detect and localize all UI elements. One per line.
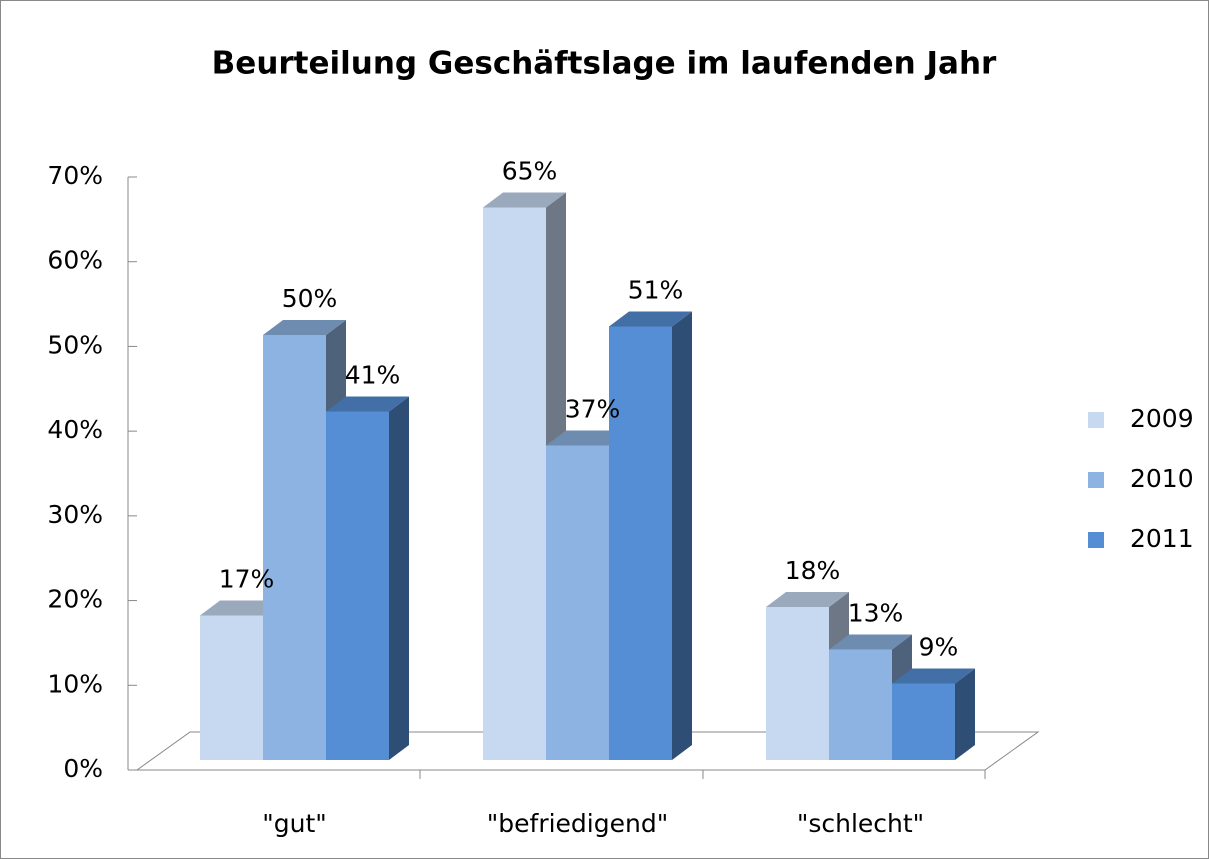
bar-top [829,634,912,650]
bar-front [326,411,389,760]
bar-front [829,649,892,760]
data-label: 65% [502,157,558,186]
bar-top [200,600,283,616]
y-tick-label: 50% [47,330,103,359]
legend-label: 2011 [1130,524,1194,553]
bar-top [766,592,849,607]
bar-front [892,683,955,760]
bar-top [263,320,346,335]
y-tick-label: 20% [47,585,103,614]
x-tick-label: "befriedigend" [487,809,668,838]
y-tick-label: 60% [47,246,103,275]
bar-top [326,396,409,412]
y-tick-label: 0% [63,754,103,783]
data-label: 17% [219,565,275,594]
y-tick-label: 40% [47,415,103,444]
y-tick-label: 10% [47,669,103,698]
bar-front [483,207,546,760]
data-label: 50% [282,284,338,313]
x-tick-label: "gut" [262,809,327,838]
bar-side [389,396,409,760]
legend-label: 2010 [1130,464,1194,493]
y-tick-label: 30% [47,500,103,529]
data-label: 9% [919,633,959,662]
bar-top [609,311,692,327]
bar [609,311,692,760]
bar-top [546,430,629,446]
bar-front [546,445,609,760]
y-tick-label: 70% [47,161,103,190]
data-label: 37% [565,395,621,424]
bar-front [766,607,829,760]
bar [326,396,409,760]
legend-label: 2009 [1130,404,1194,433]
data-label: 13% [848,599,904,628]
bar-front [609,326,672,760]
chart-title: Beurteilung Geschäftslage im laufenden J… [212,46,997,82]
data-label: 41% [345,361,401,390]
bar-front [200,615,263,760]
bar-front [263,335,326,760]
data-label: 51% [628,276,684,305]
bar-top [483,192,566,208]
bar-side [672,311,692,760]
legend-swatch [1088,472,1104,488]
x-tick-label: "schlecht" [797,809,924,838]
legend-swatch [1088,412,1104,428]
data-label: 18% [785,556,841,585]
legend-swatch [1088,532,1104,548]
bar [892,668,975,760]
bar-side [955,668,975,760]
bar-top [892,668,975,684]
